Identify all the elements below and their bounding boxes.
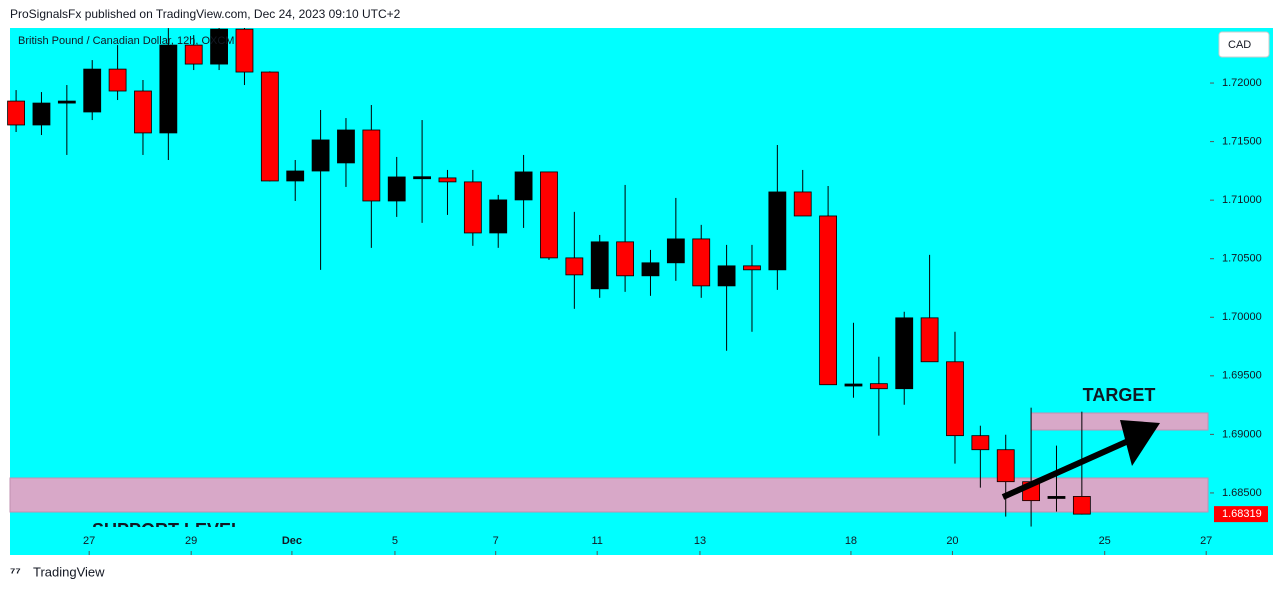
candle-body	[540, 171, 558, 259]
plot-background	[10, 28, 1273, 555]
candle-body	[1047, 496, 1066, 499]
x-tick-label: 7	[493, 535, 499, 547]
candle-body	[590, 241, 609, 290]
candle-body	[57, 100, 76, 104]
candle-body	[362, 129, 381, 202]
candle-body	[666, 238, 685, 264]
footer-brand: TradingView	[33, 564, 105, 579]
y-tick-label: 1.70500	[1222, 253, 1262, 265]
candle-body	[616, 241, 634, 277]
publisher-line: ProSignalsFx published on TradingView.co…	[10, 7, 401, 21]
candle-body	[438, 177, 457, 183]
x-tick-label: 5	[392, 535, 398, 547]
last-price-box	[1214, 506, 1268, 523]
candle-body	[768, 191, 787, 271]
candle-body	[184, 44, 203, 65]
currency-button[interactable]	[1218, 31, 1270, 58]
candle-body	[641, 262, 660, 277]
x-tick-label: 18	[845, 535, 857, 547]
target-zone	[1030, 412, 1209, 431]
candle-body	[108, 68, 127, 92]
x-tick-label: 13	[694, 535, 706, 547]
candle-body	[869, 383, 888, 390]
currency-button-label[interactable]: CAD	[1228, 39, 1251, 51]
x-tick-label: 20	[946, 535, 958, 547]
arrow-shaft	[1001, 435, 1137, 500]
candle-body	[946, 361, 964, 437]
candle-body	[260, 71, 279, 182]
candle-body	[692, 238, 711, 287]
candle-body	[159, 44, 178, 134]
candle-body	[387, 176, 406, 202]
candle-body	[235, 28, 254, 73]
candle-body	[793, 191, 812, 217]
candle-body	[83, 68, 102, 113]
candle-body	[743, 265, 761, 271]
x-tick-label: Dec	[282, 535, 302, 547]
chart-title: British Pound / Canadian Dollar, 12h, OX…	[18, 35, 234, 47]
candle-body	[844, 383, 863, 387]
candle-body	[286, 170, 305, 182]
arrow	[1001, 420, 1160, 500]
x-tick-label: 29	[185, 535, 197, 547]
arrow-head	[1120, 420, 1160, 466]
candle-body	[463, 181, 482, 234]
candle-body	[1072, 496, 1091, 515]
last-price-label: 1.68319	[1222, 508, 1262, 520]
candle-body	[489, 199, 508, 234]
candle-body	[895, 317, 914, 390]
candle-body	[920, 317, 939, 363]
candle-body	[565, 257, 584, 276]
candle-body	[717, 265, 736, 287]
support-label: SUPPORT LEVEL	[92, 520, 242, 540]
candle-body	[7, 100, 25, 126]
candle-body	[819, 215, 838, 386]
y-tick-label: 1.69500	[1222, 370, 1262, 382]
candle-body	[210, 28, 228, 65]
y-tick-label: 1.70000	[1222, 311, 1262, 323]
y-tick-label: 1.68500	[1222, 487, 1262, 499]
x-tick-label: 27	[1200, 535, 1212, 547]
footer-logo: ⁷⁷	[10, 564, 21, 579]
y-tick-label: 1.71000	[1222, 194, 1262, 206]
x-tick-label: 11	[591, 535, 602, 547]
y-tick-label: 1.72000	[1222, 77, 1262, 89]
candle-body	[514, 171, 533, 201]
target-label: TARGET	[1083, 385, 1156, 405]
y-tick-label: 1.69000	[1222, 428, 1262, 440]
candle-body	[311, 139, 330, 172]
candle-body	[413, 176, 431, 180]
x-tick-label: 25	[1099, 535, 1111, 547]
x-tick-label: 27	[83, 535, 95, 547]
candle-body	[996, 449, 1015, 483]
candle-body	[337, 129, 355, 164]
candle-body	[971, 435, 990, 451]
candle-body	[32, 102, 51, 126]
y-tick-label: 1.71500	[1222, 136, 1262, 148]
candle-body	[134, 90, 152, 134]
